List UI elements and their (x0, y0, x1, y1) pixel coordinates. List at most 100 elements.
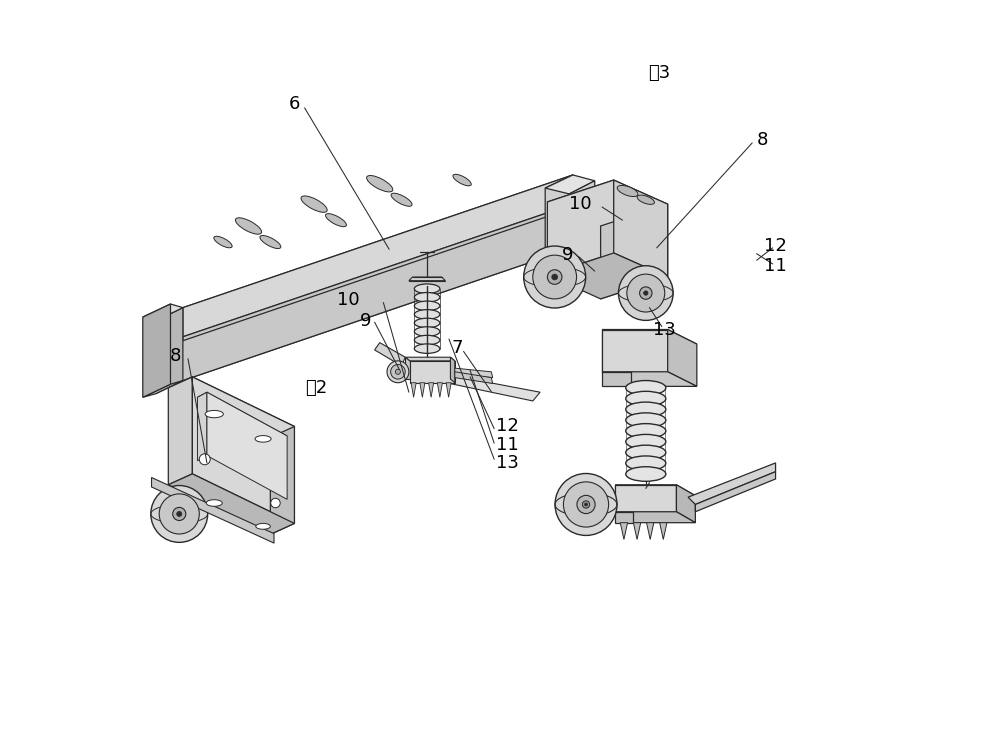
Polygon shape (143, 381, 183, 397)
Polygon shape (615, 485, 633, 512)
Ellipse shape (414, 335, 440, 345)
Polygon shape (615, 512, 695, 523)
Polygon shape (411, 383, 416, 397)
Polygon shape (547, 253, 668, 299)
Ellipse shape (626, 434, 666, 449)
Polygon shape (647, 523, 654, 539)
Polygon shape (633, 523, 641, 539)
Text: 11: 11 (764, 257, 787, 275)
Ellipse shape (326, 214, 346, 227)
Polygon shape (207, 392, 287, 499)
Text: 9: 9 (562, 246, 574, 264)
Polygon shape (394, 366, 540, 401)
Polygon shape (695, 472, 776, 512)
Ellipse shape (391, 364, 405, 379)
Ellipse shape (626, 445, 666, 460)
Polygon shape (405, 357, 455, 361)
Text: 图2: 图2 (305, 379, 327, 397)
Ellipse shape (637, 195, 654, 204)
Ellipse shape (626, 424, 666, 438)
Ellipse shape (563, 482, 609, 527)
Ellipse shape (627, 274, 665, 312)
Ellipse shape (414, 310, 440, 319)
Polygon shape (168, 377, 192, 485)
Polygon shape (143, 304, 170, 397)
Ellipse shape (414, 292, 440, 302)
Text: 图3: 图3 (648, 64, 670, 82)
Ellipse shape (367, 176, 393, 192)
Text: 12: 12 (764, 238, 787, 255)
Polygon shape (615, 512, 633, 523)
Ellipse shape (547, 270, 562, 284)
Polygon shape (429, 383, 434, 397)
Ellipse shape (555, 474, 617, 535)
Ellipse shape (640, 286, 652, 300)
Polygon shape (569, 181, 595, 267)
Polygon shape (450, 357, 455, 383)
Ellipse shape (626, 402, 666, 417)
Ellipse shape (617, 185, 638, 197)
Polygon shape (183, 175, 573, 337)
Polygon shape (446, 383, 451, 397)
Polygon shape (545, 248, 595, 267)
Text: 6: 6 (289, 95, 300, 112)
Ellipse shape (626, 467, 666, 481)
Polygon shape (602, 330, 697, 344)
Polygon shape (156, 217, 573, 381)
Polygon shape (545, 175, 595, 194)
Ellipse shape (414, 284, 440, 294)
Polygon shape (545, 175, 573, 261)
Polygon shape (410, 361, 455, 383)
Ellipse shape (626, 391, 666, 406)
Ellipse shape (533, 255, 577, 299)
Ellipse shape (206, 500, 222, 506)
Ellipse shape (414, 344, 440, 354)
Polygon shape (183, 204, 573, 351)
Ellipse shape (626, 413, 666, 427)
Ellipse shape (414, 327, 440, 336)
Ellipse shape (582, 501, 590, 508)
Polygon shape (197, 392, 207, 461)
Ellipse shape (214, 236, 232, 248)
Ellipse shape (256, 523, 270, 529)
Text: 10: 10 (569, 195, 592, 213)
Polygon shape (615, 485, 676, 512)
Ellipse shape (414, 319, 440, 328)
Polygon shape (660, 523, 667, 539)
Ellipse shape (255, 436, 271, 442)
Polygon shape (183, 219, 573, 381)
Ellipse shape (173, 507, 186, 521)
Polygon shape (192, 377, 294, 523)
Polygon shape (375, 343, 405, 366)
Polygon shape (455, 368, 493, 378)
Polygon shape (409, 277, 445, 281)
Ellipse shape (199, 453, 210, 465)
Polygon shape (601, 204, 668, 299)
Polygon shape (168, 377, 294, 437)
Ellipse shape (159, 494, 199, 534)
Polygon shape (547, 180, 668, 226)
Ellipse shape (271, 499, 280, 507)
Ellipse shape (626, 456, 666, 470)
Ellipse shape (524, 246, 586, 308)
Polygon shape (143, 304, 183, 321)
Polygon shape (152, 477, 274, 543)
Polygon shape (420, 383, 425, 397)
Ellipse shape (626, 381, 666, 395)
Ellipse shape (552, 274, 558, 280)
Ellipse shape (577, 496, 595, 513)
Ellipse shape (585, 503, 587, 506)
Ellipse shape (618, 265, 673, 321)
Text: 10: 10 (337, 292, 360, 309)
Ellipse shape (387, 361, 409, 383)
Text: 9: 9 (360, 312, 372, 330)
Polygon shape (197, 392, 287, 441)
Ellipse shape (260, 235, 281, 249)
Ellipse shape (205, 410, 223, 418)
Polygon shape (620, 523, 628, 539)
Polygon shape (602, 330, 668, 372)
Polygon shape (668, 330, 697, 386)
Text: 8: 8 (757, 131, 768, 149)
Polygon shape (688, 463, 776, 504)
Polygon shape (615, 485, 695, 496)
